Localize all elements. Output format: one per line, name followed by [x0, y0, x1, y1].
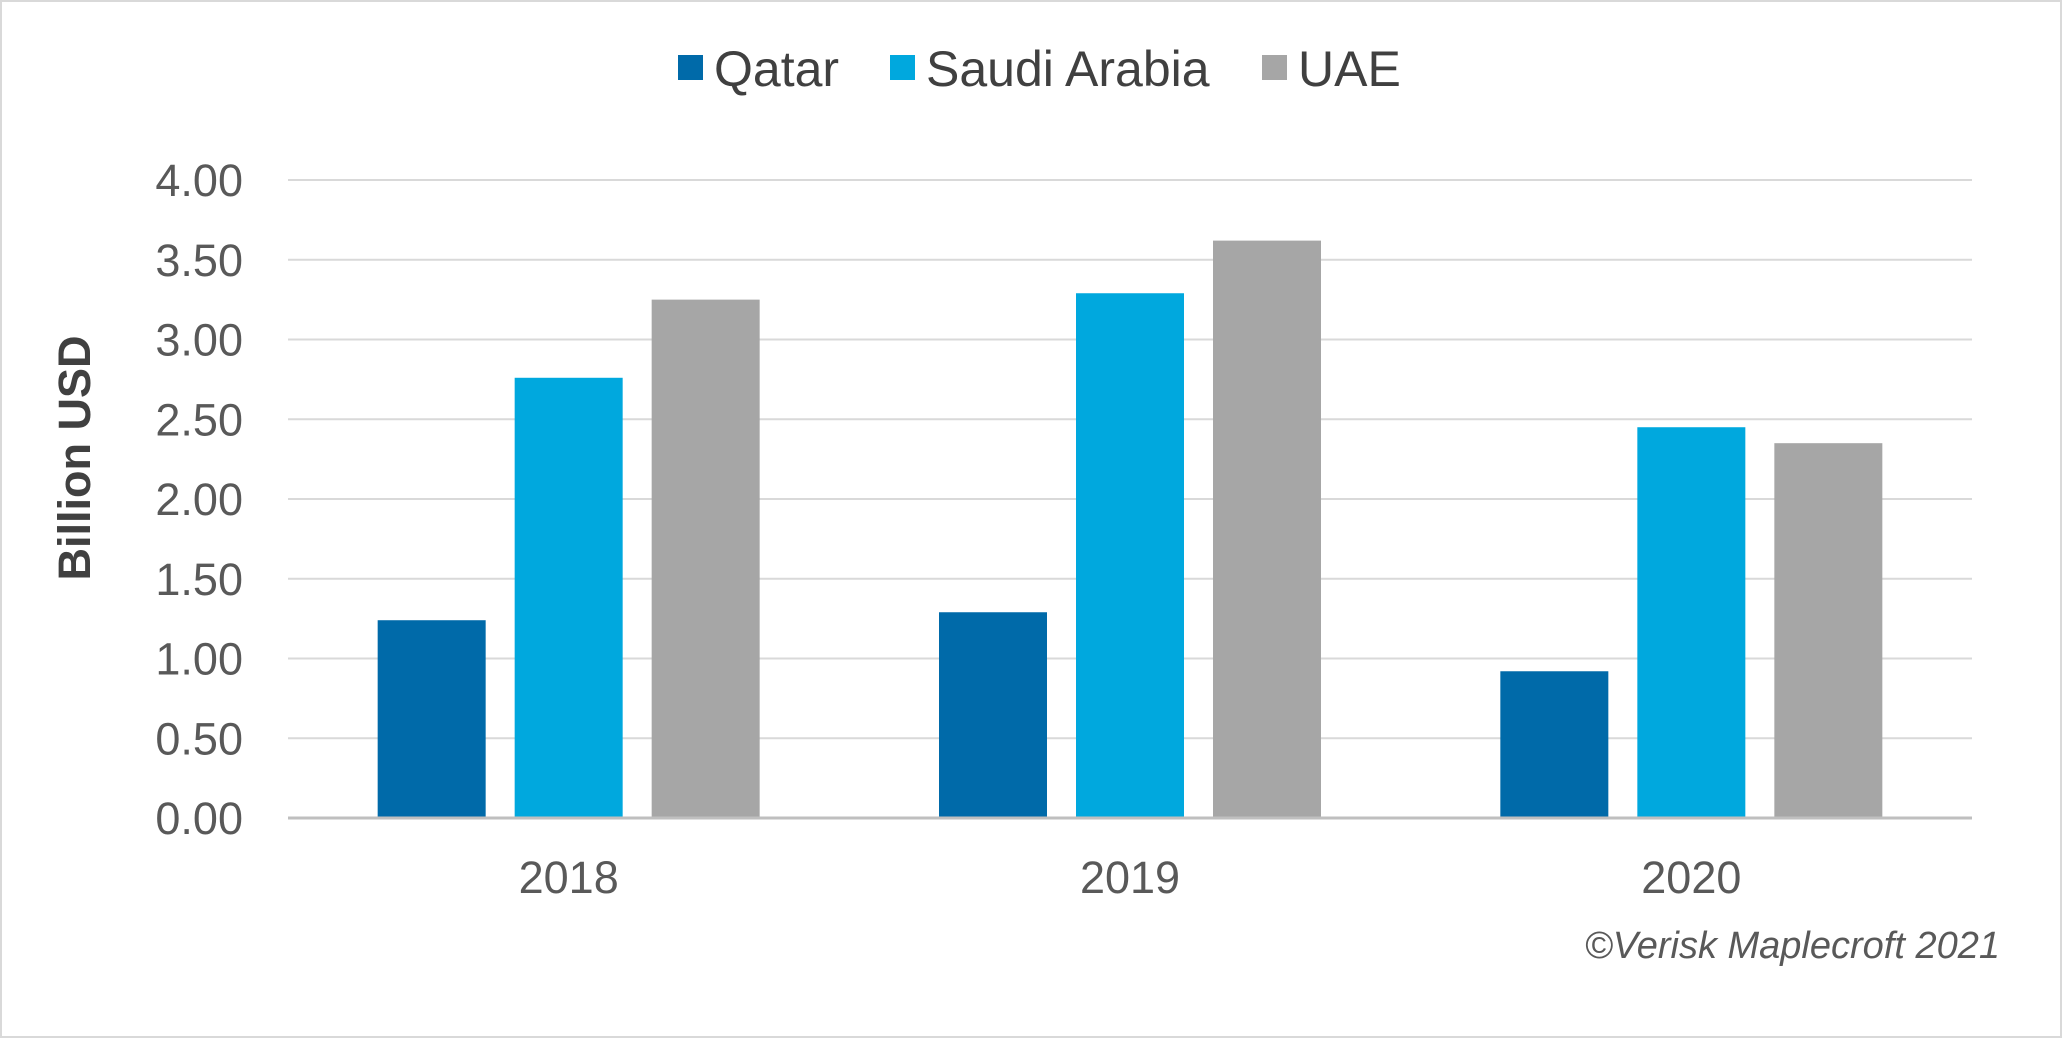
- y-tick-label: 1.50: [155, 554, 243, 605]
- bar-uae-2019: [1213, 240, 1321, 819]
- legend: Qatar Saudi Arabia UAE: [678, 41, 1401, 97]
- y-tick-label: 2.50: [155, 394, 243, 445]
- bar-saudi-arabia-2019: [1076, 293, 1184, 818]
- bar-saudi-arabia-2018: [514, 377, 623, 818]
- credit-text: ©Verisk Maplecroft 2021: [1585, 925, 2000, 967]
- bar-qatar-2020: [1500, 671, 1609, 818]
- legend-label-uae: UAE: [1298, 41, 1401, 97]
- legend-swatch-qatar: [678, 55, 703, 80]
- y-tick-label: 0.00: [155, 793, 243, 844]
- y-tick-labels: 0.00 0.50 1.00 1.50 2.00 2.50 3.00 3.50 4.00: [155, 155, 243, 844]
- bar-saudi-arabia-2020: [1637, 427, 1746, 818]
- y-tick-label: 0.50: [155, 713, 243, 764]
- legend-label-saudi-arabia: Saudi Arabia: [926, 41, 1210, 97]
- bar-uae-2018: [651, 299, 760, 818]
- bar-qatar-2018: [377, 620, 486, 818]
- y-tick-label: 4.00: [155, 155, 243, 206]
- x-tick-labels: 2018 2019 2020: [519, 852, 1742, 903]
- legend-swatch-uae: [1262, 55, 1287, 80]
- legend-label-qatar: Qatar: [714, 41, 839, 97]
- x-tick-label: 2020: [1641, 852, 1741, 903]
- x-tick-label: 2019: [1080, 852, 1180, 903]
- x-tick-label: 2018: [519, 852, 619, 903]
- bar-uae-2020: [1774, 443, 1883, 818]
- y-axis-title: Billion USD: [49, 336, 100, 581]
- y-tick-label: 3.00: [155, 315, 243, 366]
- legend-swatch-saudi-arabia: [890, 55, 915, 80]
- bar-qatar-2019: [939, 612, 1047, 818]
- y-tick-label: 3.50: [155, 235, 243, 286]
- bars: [377, 240, 1883, 819]
- y-tick-label: 2.00: [155, 474, 243, 525]
- y-tick-label: 1.00: [155, 634, 243, 685]
